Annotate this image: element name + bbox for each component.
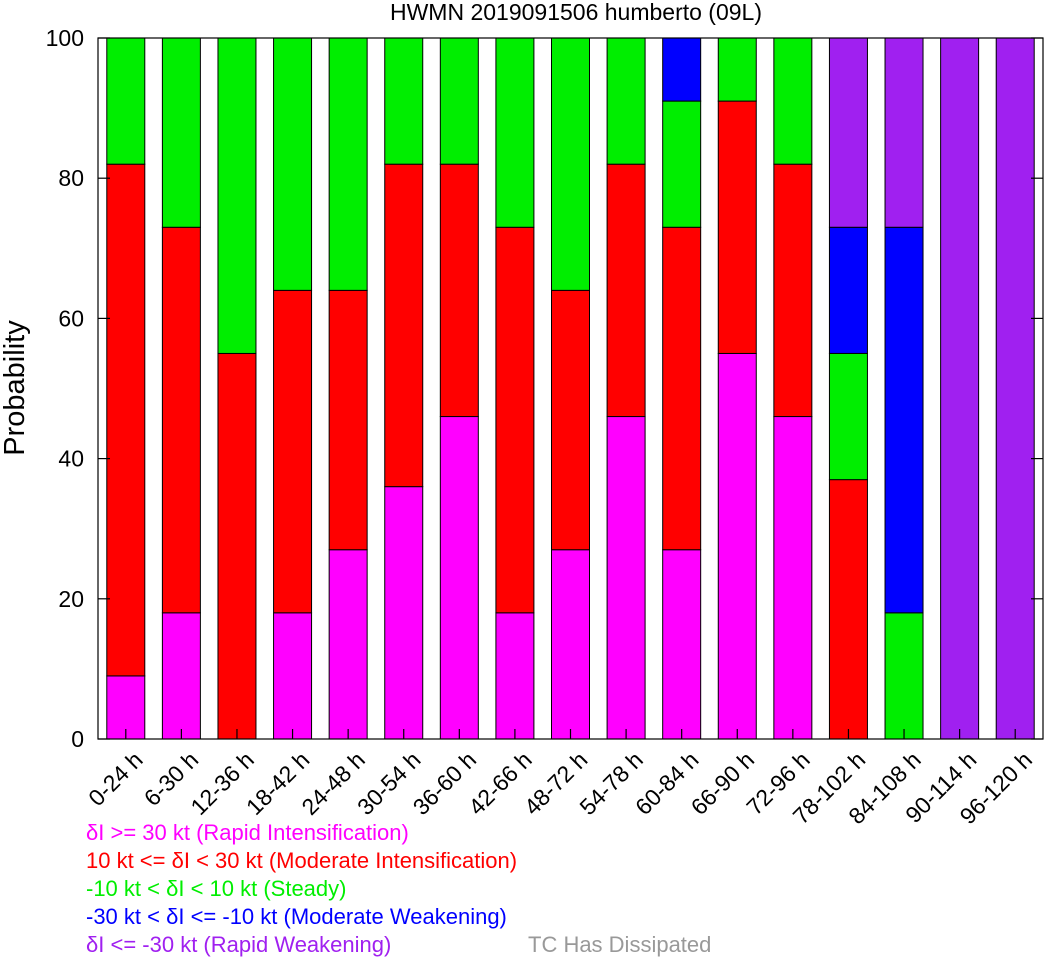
bar-segment xyxy=(328,549,368,740)
bar-segment xyxy=(106,37,146,165)
legend-moderate-weakening: -30 kt < δI <= -10 kt (Moderate Weakenin… xyxy=(86,904,507,930)
legend-rapid-weakening: δI <= -30 kt (Rapid Weakening) xyxy=(86,932,391,958)
y-tick-label: 60 xyxy=(58,305,84,331)
y-tick-label: 100 xyxy=(46,25,84,51)
y-tick-label: 0 xyxy=(71,726,84,752)
y-tick-label: 40 xyxy=(58,446,84,472)
bar-segment xyxy=(384,486,424,740)
bar-segment xyxy=(551,549,590,740)
bars-layer xyxy=(106,37,1035,740)
bar-segment xyxy=(273,612,313,740)
bar-segment xyxy=(717,100,757,354)
bar-segment xyxy=(662,549,702,740)
bar-segment xyxy=(106,163,146,677)
chart-title: HWMN 2019091506 humberto (09L) xyxy=(390,0,762,25)
bar-segment xyxy=(439,37,479,165)
bar-segment xyxy=(328,37,368,291)
legend-tc-dissipated: TC Has Dissipated xyxy=(528,932,711,958)
legend-label: δI >= 30 kt (Rapid Intensification) xyxy=(86,820,409,845)
bar-segment xyxy=(161,226,201,614)
bar-segment xyxy=(717,352,757,740)
bar-segment xyxy=(773,163,813,418)
bar-segment xyxy=(495,37,535,228)
axes-layer xyxy=(97,37,1044,740)
x-tick-labels: 0-24 h6-30 h12-36 h18-42 h24-48 h30-54 h… xyxy=(83,747,1037,830)
bar-segment xyxy=(662,37,702,102)
bar-segment xyxy=(773,416,813,740)
bar-segment xyxy=(717,37,757,102)
x-tick-label: 0-24 h xyxy=(83,747,148,812)
y-tick-label: 20 xyxy=(58,586,84,612)
y-tick-labels: 0 20 40 60 80 100 xyxy=(46,25,84,752)
legend-steady: -10 kt < δI < 10 kt (Steady) xyxy=(86,876,346,902)
bar-segment xyxy=(828,37,868,228)
bar-segment xyxy=(161,612,201,740)
bar-segment xyxy=(273,289,313,614)
bar-segment xyxy=(384,37,424,165)
legend-label: -10 kt < δI < 10 kt (Steady) xyxy=(86,876,347,901)
bar-segment xyxy=(828,352,868,481)
bar-segment xyxy=(439,163,479,418)
bar-segment xyxy=(662,100,702,228)
legend-label: 10 kt <= δI < 30 kt (Moderate Intensific… xyxy=(86,848,518,873)
bar-segment xyxy=(828,479,868,740)
bar-segment xyxy=(940,37,980,740)
bar-segment xyxy=(495,612,535,740)
bar-segment xyxy=(995,37,1035,740)
bar-segment xyxy=(662,226,702,551)
bar-segment xyxy=(884,37,924,228)
y-tick-label: 80 xyxy=(58,165,84,191)
bar-segment xyxy=(884,612,924,740)
bar-segment xyxy=(551,37,590,291)
bar-segment xyxy=(328,289,368,551)
bar-segment xyxy=(217,352,257,740)
bar-segment xyxy=(495,226,535,614)
bar-segment xyxy=(828,226,868,354)
bar-segment xyxy=(606,416,646,740)
bar-segment xyxy=(884,226,924,614)
bar-segment xyxy=(217,37,257,354)
legend-rapid-intensification: δI >= 30 kt (Rapid Intensification) xyxy=(86,820,409,846)
y-axis-label: Probability xyxy=(0,320,31,456)
bar-segment xyxy=(106,675,146,740)
legend-moderate-intensification: 10 kt <= δI < 30 kt (Moderate Intensific… xyxy=(86,848,517,874)
legend-label: -30 kt < δI <= -10 kt (Moderate Weakenin… xyxy=(86,904,507,929)
bar-segment xyxy=(384,163,424,488)
bar-segment xyxy=(773,37,813,165)
bar-segment xyxy=(439,416,479,740)
bar-segment xyxy=(273,37,313,291)
bar-segment xyxy=(161,37,201,228)
bar-segment xyxy=(606,163,646,418)
legend-label: TC Has Dissipated xyxy=(528,932,712,957)
bar-segment xyxy=(551,289,590,551)
bar-segment xyxy=(606,37,646,165)
legend-label: δI <= -30 kt (Rapid Weakening) xyxy=(86,932,392,957)
